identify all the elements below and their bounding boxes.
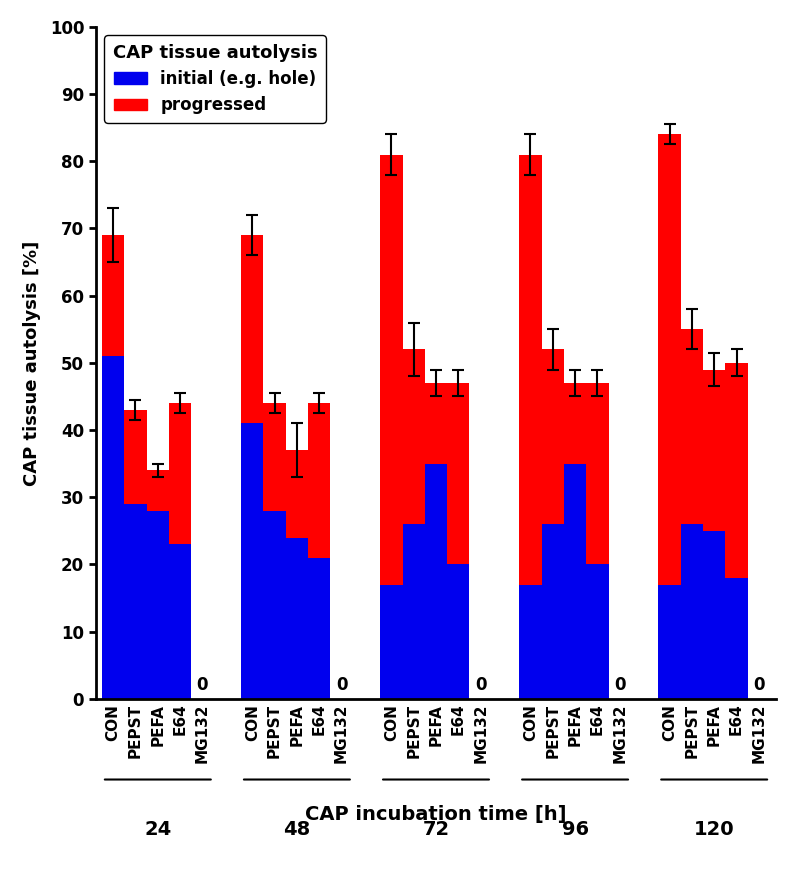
- Bar: [263, 403, 286, 511]
- Bar: [241, 424, 263, 699]
- Bar: [519, 585, 542, 699]
- X-axis label: CAP incubation time [h]: CAP incubation time [h]: [306, 805, 566, 824]
- Bar: [286, 450, 308, 538]
- Text: 48: 48: [283, 820, 310, 839]
- Bar: [681, 524, 703, 699]
- Bar: [564, 383, 586, 464]
- Bar: [425, 464, 447, 699]
- Text: 72: 72: [422, 820, 450, 839]
- Text: 0: 0: [475, 676, 486, 694]
- Bar: [564, 464, 586, 699]
- Bar: [124, 409, 146, 504]
- Bar: [447, 564, 470, 699]
- Bar: [726, 363, 748, 578]
- Bar: [241, 235, 263, 424]
- Bar: [380, 154, 402, 585]
- Bar: [169, 403, 191, 544]
- Bar: [542, 524, 564, 699]
- Bar: [681, 330, 703, 524]
- Bar: [586, 383, 609, 564]
- Bar: [519, 154, 542, 585]
- Text: 0: 0: [614, 676, 626, 694]
- Bar: [402, 524, 425, 699]
- Text: 120: 120: [694, 820, 734, 839]
- Bar: [124, 504, 146, 699]
- Bar: [402, 349, 425, 524]
- Bar: [308, 557, 330, 699]
- Bar: [380, 585, 402, 699]
- Text: 24: 24: [144, 820, 171, 839]
- Bar: [586, 564, 609, 699]
- Bar: [263, 511, 286, 699]
- Bar: [703, 369, 726, 530]
- Text: 0: 0: [197, 676, 208, 694]
- Bar: [102, 235, 124, 356]
- Bar: [703, 530, 726, 699]
- Bar: [425, 383, 447, 464]
- Bar: [658, 585, 681, 699]
- Text: 0: 0: [753, 676, 765, 694]
- Bar: [146, 470, 169, 511]
- Bar: [447, 383, 470, 564]
- Bar: [726, 578, 748, 699]
- Bar: [286, 538, 308, 699]
- Bar: [146, 511, 169, 699]
- Bar: [308, 403, 330, 557]
- Y-axis label: CAP tissue autolysis [%]: CAP tissue autolysis [%]: [23, 240, 42, 486]
- Bar: [658, 134, 681, 585]
- Text: 96: 96: [562, 820, 589, 839]
- Bar: [169, 544, 191, 699]
- Legend: initial (e.g. hole), progressed: initial (e.g. hole), progressed: [104, 35, 326, 123]
- Bar: [102, 356, 124, 699]
- Text: 0: 0: [336, 676, 347, 694]
- Bar: [542, 349, 564, 524]
